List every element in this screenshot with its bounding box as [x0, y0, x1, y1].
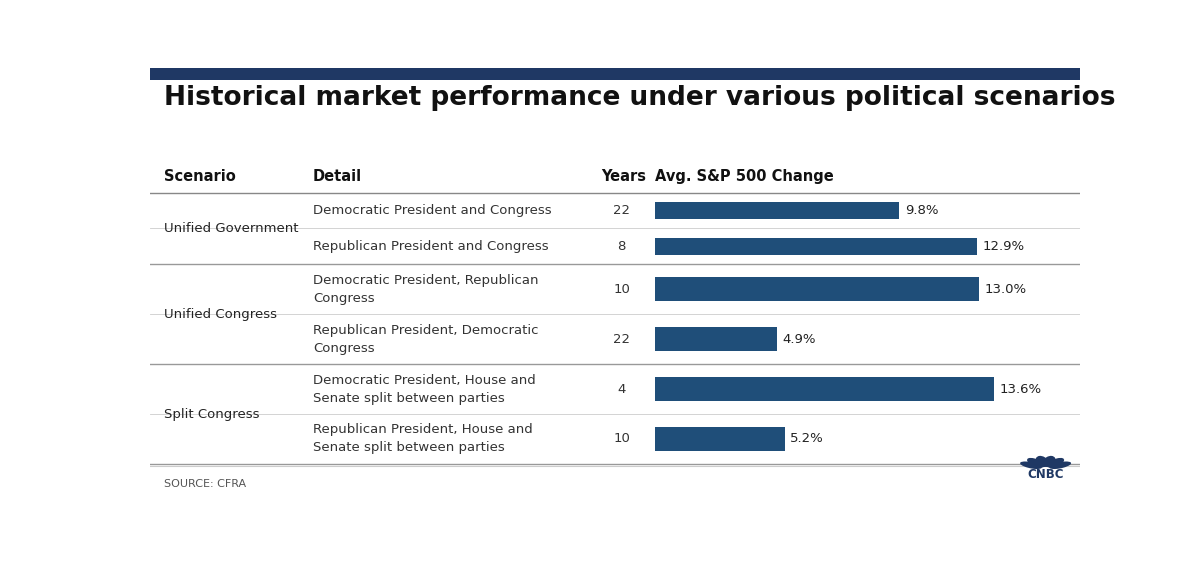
Text: Democratic President, Republican
Congress: Democratic President, Republican Congres… — [313, 274, 539, 304]
Text: Republican President, House and
Senate split between parties: Republican President, House and Senate s… — [313, 424, 533, 454]
Bar — [655, 238, 977, 255]
Text: Scenario: Scenario — [164, 169, 235, 184]
Text: SOURCE: CFRA: SOURCE: CFRA — [164, 479, 246, 488]
Text: 5.2%: 5.2% — [790, 432, 824, 445]
Ellipse shape — [1027, 458, 1044, 467]
Ellipse shape — [1036, 456, 1049, 467]
Text: 22: 22 — [613, 204, 630, 217]
Text: 4.9%: 4.9% — [782, 333, 816, 345]
Bar — [655, 202, 899, 219]
Ellipse shape — [1046, 458, 1064, 467]
Text: Historical market performance under various political scenarios: Historical market performance under vari… — [164, 85, 1116, 111]
Text: 4: 4 — [617, 382, 625, 395]
Text: Avg. S&P 500 Change: Avg. S&P 500 Change — [655, 169, 834, 184]
Ellipse shape — [1049, 461, 1072, 469]
Text: 12.9%: 12.9% — [982, 240, 1025, 253]
Text: 13.0%: 13.0% — [984, 283, 1027, 295]
Text: 9.8%: 9.8% — [905, 204, 938, 217]
Bar — [655, 377, 994, 401]
Text: 10: 10 — [613, 283, 630, 295]
Ellipse shape — [1043, 456, 1056, 467]
Ellipse shape — [1020, 461, 1042, 469]
Text: CNBC: CNBC — [1027, 468, 1064, 481]
Text: Republican President, Democratic
Congress: Republican President, Democratic Congres… — [313, 324, 539, 354]
Text: Unified Government: Unified Government — [164, 222, 299, 235]
Text: Unified Congress: Unified Congress — [164, 308, 277, 320]
Text: Split Congress: Split Congress — [164, 407, 259, 420]
Bar — [655, 277, 979, 301]
Text: 22: 22 — [613, 333, 630, 345]
Bar — [655, 427, 785, 451]
Text: Republican President and Congress: Republican President and Congress — [313, 240, 548, 253]
Text: Democratic President and Congress: Democratic President and Congress — [313, 204, 551, 217]
Text: 8: 8 — [617, 240, 625, 253]
Text: Democratic President, House and
Senate split between parties: Democratic President, House and Senate s… — [313, 374, 535, 404]
Bar — [655, 327, 778, 351]
Text: Detail: Detail — [313, 169, 362, 184]
Text: 13.6%: 13.6% — [1000, 382, 1042, 395]
Bar — [150, 68, 1080, 81]
Text: 10: 10 — [613, 432, 630, 445]
Text: Years: Years — [601, 169, 646, 184]
